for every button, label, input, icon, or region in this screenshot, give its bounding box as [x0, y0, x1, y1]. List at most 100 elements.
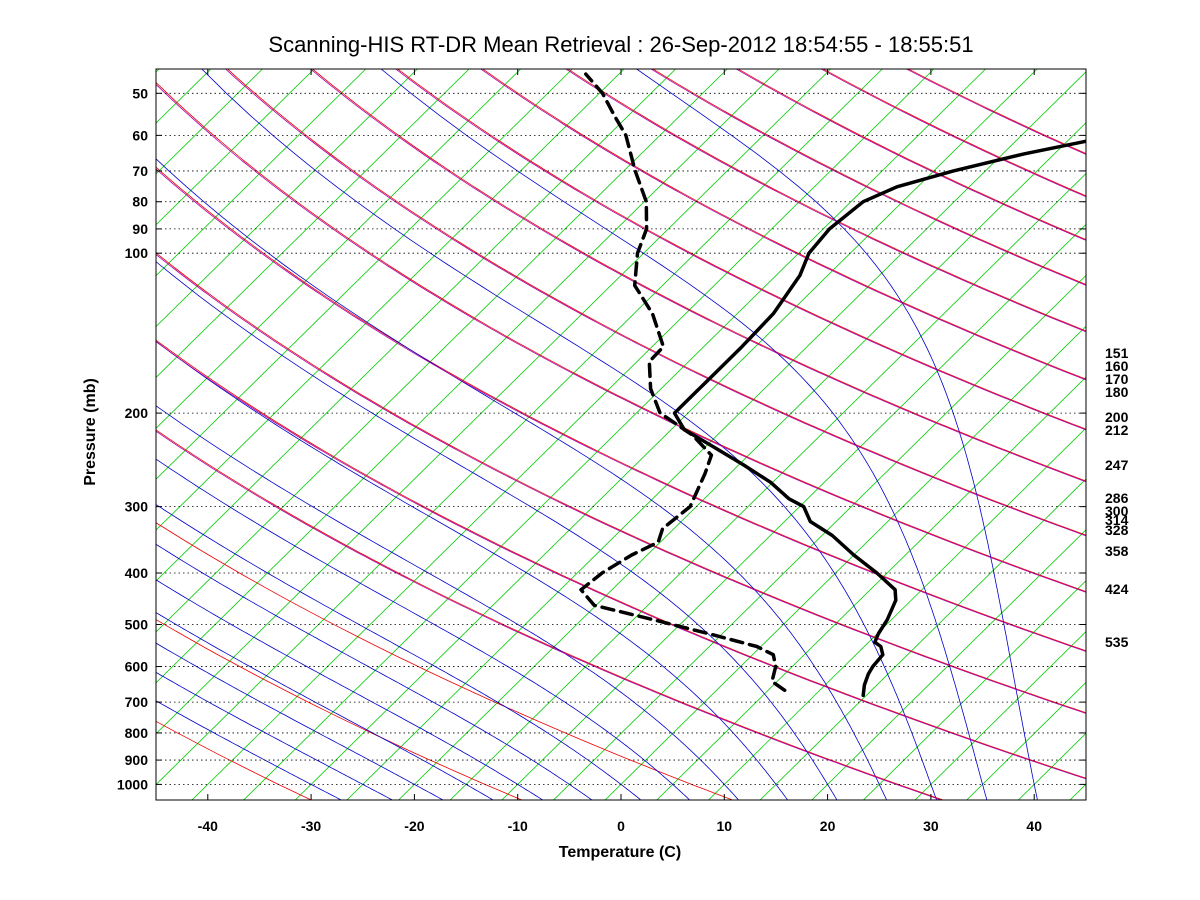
dry-adiabat-overlay	[156, 430, 942, 800]
isotherm	[156, 69, 470, 379]
x-tick-label: 30	[923, 818, 939, 834]
right-label: 151	[1105, 345, 1129, 361]
dry-adiabat-overlay	[395, 69, 1086, 431]
dry-adiabat	[156, 429, 944, 800]
y-tick-label: 90	[132, 221, 148, 237]
x-tick-label: -30	[301, 818, 321, 834]
right-label: 212	[1105, 422, 1129, 438]
y-axis-ticks: 50 60 70 80 90 100 200 300 400 500 600 700 800 900 100…	[117, 85, 1086, 792]
moist-adiabat	[156, 671, 393, 800]
isotherm	[156, 69, 418, 328]
x-tick-label: 20	[820, 818, 836, 834]
solid-profile-line	[672, 139, 1086, 698]
dry-adiabat	[397, 69, 1086, 430]
y-tick-label: 100	[125, 245, 149, 261]
isotherm	[708, 427, 1086, 800]
y-tick-label: 1000	[117, 776, 148, 792]
right-label: 286	[1105, 490, 1129, 506]
moist-adiabat	[156, 405, 739, 800]
dry-adiabat	[738, 69, 1086, 240]
pressure-gridlines	[156, 92, 1086, 785]
y-tick-label: 500	[125, 616, 149, 632]
dry-adiabat-overlay	[156, 83, 1086, 593]
right-label: 247	[1105, 457, 1129, 473]
dry-adiabat	[156, 166, 1086, 652]
y-tick-label: 400	[125, 565, 149, 581]
isotherm	[811, 529, 1086, 800]
y-tick-label: 600	[125, 659, 149, 675]
right-label: 328	[1105, 522, 1129, 538]
y-axis-label: Pressure (mb)	[82, 378, 99, 486]
right-label: 314	[1105, 512, 1129, 528]
dry-adiabat-overlay	[480, 69, 1086, 381]
isotherm	[156, 69, 728, 633]
isotherm	[156, 69, 676, 582]
dry-adiabat-overlay	[650, 69, 1086, 286]
moist-adiabat	[156, 504, 642, 800]
dashed-profile-line	[579, 72, 787, 693]
dry-adiabat	[567, 69, 1086, 332]
dry-adiabat-overlay	[821, 69, 1086, 198]
profiles	[579, 72, 1086, 698]
right-label: 535	[1105, 634, 1129, 650]
y-tick-label: 900	[125, 752, 149, 768]
x-tick-label: -40	[198, 818, 218, 834]
dry-adiabat-overlay	[736, 69, 1086, 241]
dry-adiabat	[312, 69, 1086, 482]
isotherm	[656, 376, 1086, 800]
dry-adiabat-overlay	[156, 341, 1086, 780]
isotherm	[398, 122, 1086, 800]
chart-title: Scanning-HIS RT-DR Mean Retrieval : 26-S…	[268, 32, 973, 57]
isotherm	[914, 631, 1086, 800]
dry-adiabat-overlay	[225, 69, 1086, 537]
y-tick-label: 800	[125, 725, 149, 741]
right-label: 300	[1105, 503, 1129, 519]
x-axis-ticks: -40 -30 -20 -10 0 10 20 30 40	[198, 69, 1042, 834]
right-label: 200	[1105, 409, 1129, 425]
y-tick-label: 50	[132, 85, 148, 101]
y-tick-label: 60	[132, 127, 148, 143]
dry-adiabat	[156, 522, 733, 800]
y-tick-label: 70	[132, 163, 148, 179]
isotherm	[156, 69, 315, 226]
x-tick-label: -10	[508, 818, 528, 834]
x-tick-label: 40	[1026, 818, 1042, 834]
moist-adiabat	[156, 340, 788, 800]
x-tick-label: -20	[404, 818, 424, 834]
moist-adiabat	[156, 458, 690, 800]
dry-adiabat	[823, 69, 1086, 197]
x-axis-label: Temperature (C)	[559, 844, 681, 861]
dry-adiabat	[156, 81, 1086, 593]
isotherm	[501, 223, 1086, 800]
moist-adiabat	[156, 543, 593, 800]
isotherm	[604, 325, 1086, 800]
y-tick-label: 80	[132, 194, 148, 210]
dry-adiabat	[482, 69, 1086, 380]
right-label: 170	[1105, 371, 1129, 387]
dry-adiabat-overlay	[310, 69, 1086, 483]
moist-adiabat	[156, 261, 838, 800]
isotherm	[156, 69, 831, 735]
right-label: 358	[1105, 543, 1129, 559]
dry-adiabat-overlay	[156, 253, 1086, 714]
isotherm	[243, 69, 986, 800]
isotherm	[156, 69, 625, 531]
y-tick-label: 200	[125, 405, 149, 421]
isotherm	[156, 69, 883, 786]
dry-adiabat-overlay	[565, 69, 1086, 333]
dry-adiabat	[156, 339, 1086, 779]
isotherm	[449, 173, 1086, 800]
dry-adiabat	[156, 252, 1086, 714]
x-tick-label: 10	[717, 818, 733, 834]
isotherm	[156, 69, 522, 429]
isotherm	[346, 71, 1086, 800]
x-tick-label: 0	[617, 818, 625, 834]
dry-adiabat	[652, 69, 1086, 285]
y-tick-label: 700	[125, 694, 149, 710]
dry-adiabat	[156, 619, 522, 800]
background-grid	[156, 69, 1086, 800]
dry-adiabat-overlay	[156, 168, 1086, 652]
right-label: 160	[1105, 358, 1129, 374]
